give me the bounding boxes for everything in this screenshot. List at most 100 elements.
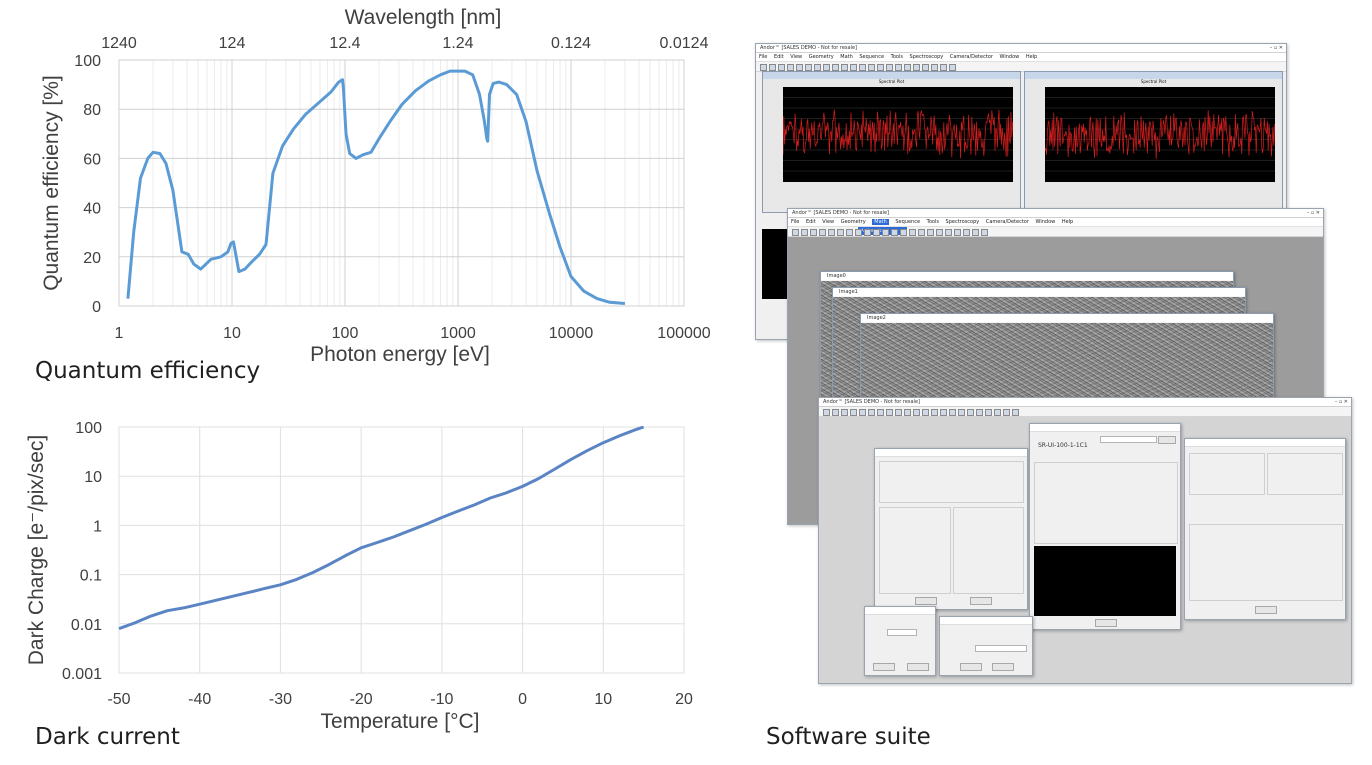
toolbar-icon[interactable] — [904, 409, 911, 416]
menu-file[interactable]: File — [759, 54, 768, 60]
toolbar-icon[interactable] — [936, 229, 943, 236]
toolbar-icon[interactable] — [823, 64, 830, 71]
window-controls-3[interactable]: – ▫ ✕ — [1334, 399, 1348, 405]
toolbar-icon[interactable] — [895, 64, 902, 71]
menu-tools[interactable]: Tools — [890, 54, 903, 60]
menu-camera-2[interactable]: Camera/Detector — [985, 219, 1029, 225]
toolbar-icon[interactable] — [873, 229, 880, 236]
toolbar-icon[interactable] — [814, 64, 821, 71]
menu-edit[interactable]: Edit — [773, 54, 784, 60]
menu-geometry[interactable]: Geometry — [808, 54, 834, 60]
close-button-2[interactable] — [907, 663, 929, 671]
toolbar-icon[interactable] — [828, 229, 835, 236]
toolbar-icon[interactable] — [882, 229, 889, 236]
toolbar-icon[interactable] — [868, 409, 875, 416]
toolbar-icon[interactable] — [940, 64, 947, 71]
toolbar-icon[interactable] — [927, 229, 934, 236]
toolbar-icon[interactable] — [976, 409, 983, 416]
apply-button[interactable] — [873, 663, 895, 671]
toolbar-icon[interactable] — [900, 229, 907, 236]
toolbar-icon[interactable] — [841, 64, 848, 71]
menu-sequence[interactable]: Sequence — [859, 54, 885, 60]
acq-field[interactable] — [975, 645, 1027, 652]
toolbar-icon[interactable] — [823, 409, 830, 416]
menu-view-2[interactable]: View — [822, 219, 835, 225]
toolbar-icon[interactable] — [958, 409, 965, 416]
toolbar-icon[interactable] — [841, 409, 848, 416]
toolbar-icon[interactable] — [954, 229, 961, 236]
menu-spectroscopy-2[interactable]: Spectroscopy — [945, 219, 980, 225]
toolbar-icon[interactable] — [949, 64, 956, 71]
toolbar-icon[interactable] — [877, 409, 884, 416]
toolbar-icon[interactable] — [940, 409, 947, 416]
menu-file-2[interactable]: File — [791, 219, 800, 225]
toolbar-icon[interactable] — [760, 64, 767, 71]
toolbar-icon[interactable] — [868, 64, 875, 71]
menu-spectroscopy[interactable]: Spectroscopy — [909, 54, 944, 60]
toolbar-icon[interactable] — [963, 229, 970, 236]
menu-view[interactable]: View — [790, 54, 803, 60]
toolbar-icon[interactable] — [981, 229, 988, 236]
toolbar-icon[interactable] — [877, 64, 884, 71]
toolbar-icon[interactable] — [931, 64, 938, 71]
toolbar-icon[interactable] — [913, 409, 920, 416]
toolbar-icon[interactable] — [886, 64, 893, 71]
toolbar-icon[interactable] — [801, 229, 808, 236]
menu-math[interactable]: Math — [840, 54, 853, 60]
toolbar-icon[interactable] — [859, 64, 866, 71]
ok-button[interactable] — [1255, 606, 1277, 614]
toolbar-icon[interactable] — [1012, 409, 1019, 416]
toolbar-icon[interactable] — [904, 64, 911, 71]
toolbar-icon[interactable] — [922, 64, 929, 71]
apply-button-2[interactable] — [960, 663, 982, 671]
calibration-select[interactable] — [1100, 436, 1157, 443]
toolbar-icon[interactable] — [931, 409, 938, 416]
menu-window-2[interactable]: Window — [1035, 219, 1056, 225]
menu-sequence-2[interactable]: Sequence — [895, 219, 921, 225]
toolbar-icon[interactable] — [864, 229, 871, 236]
toolbar-icon[interactable] — [792, 229, 799, 236]
toolbar-icon[interactable] — [913, 64, 920, 71]
toolbar-icon[interactable] — [850, 64, 857, 71]
toolbar-icon[interactable] — [895, 409, 902, 416]
toolbar-icon[interactable] — [909, 229, 916, 236]
toolbar-icon[interactable] — [819, 229, 826, 236]
toolbar-icon[interactable] — [837, 229, 844, 236]
toolbar-icon[interactable] — [994, 409, 1001, 416]
dialog-button-2[interactable] — [970, 597, 992, 605]
toolbar-icon[interactable] — [787, 64, 794, 71]
toolbar-icon[interactable] — [886, 409, 893, 416]
menu-math-2[interactable]: Math — [872, 219, 889, 225]
menu-camera[interactable]: Camera/Detector — [949, 54, 993, 60]
toolbar-icon[interactable] — [891, 229, 898, 236]
menu-edit-2[interactable]: Edit — [805, 219, 816, 225]
toolbar-icon[interactable] — [1003, 409, 1010, 416]
toolbar-icon[interactable] — [850, 409, 857, 416]
window-controls[interactable]: – ▫ ✕ — [1269, 45, 1283, 51]
toolbar-icon[interactable] — [922, 409, 929, 416]
close-button[interactable] — [1095, 619, 1117, 627]
menu-window[interactable]: Window — [999, 54, 1020, 60]
window-controls-2[interactable]: – ▫ ✕ — [1306, 210, 1320, 216]
toolbar-icon[interactable] — [846, 229, 853, 236]
menu-help[interactable]: Help — [1025, 54, 1038, 60]
menu-tools-2[interactable]: Tools — [926, 219, 939, 225]
grating-field[interactable] — [887, 629, 917, 636]
toolbar-icon[interactable] — [949, 409, 956, 416]
toolbar-icon[interactable] — [832, 64, 839, 71]
toolbar-icon[interactable] — [805, 64, 812, 71]
toolbar-icon[interactable] — [796, 64, 803, 71]
menu-geometry-2[interactable]: Geometry — [840, 219, 866, 225]
toolbar-icon[interactable] — [967, 409, 974, 416]
toolbar-icon[interactable] — [832, 409, 839, 416]
toolbar-icon[interactable] — [769, 64, 776, 71]
toolbar-icon[interactable] — [859, 409, 866, 416]
load-button[interactable] — [1158, 436, 1176, 444]
toolbar-icon[interactable] — [985, 409, 992, 416]
toolbar-icon[interactable] — [918, 229, 925, 236]
toolbar-icon[interactable] — [945, 229, 952, 236]
dialog-button[interactable] — [915, 597, 937, 605]
toolbar-icon[interactable] — [778, 64, 785, 71]
menu-help-2[interactable]: Help — [1061, 219, 1074, 225]
done-button[interactable] — [992, 663, 1014, 671]
